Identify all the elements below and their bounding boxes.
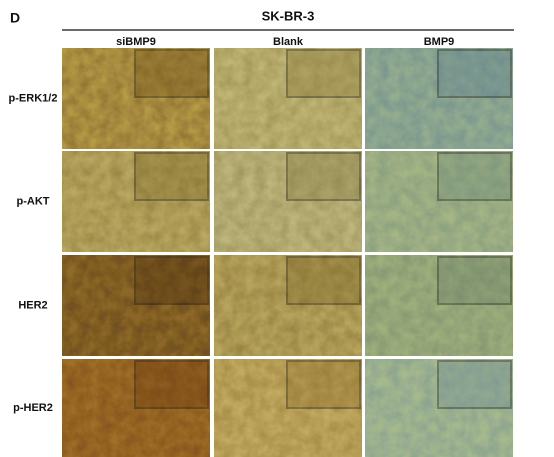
micrograph (365, 48, 513, 149)
micrograph-texture (214, 151, 362, 252)
column-label: Blank (273, 36, 304, 48)
inset (134, 152, 209, 201)
row-label: p-HER2 (13, 402, 53, 414)
micrograph-texture (62, 255, 210, 356)
micrograph-texture (62, 359, 210, 457)
inset (286, 360, 361, 409)
micrograph-texture (214, 48, 362, 149)
inset (286, 49, 361, 98)
panel-label: D (10, 10, 20, 26)
inset (286, 256, 361, 305)
row-label: HER2 (18, 299, 47, 311)
inset (134, 49, 209, 98)
micrograph-texture (214, 359, 362, 457)
micrograph (365, 151, 513, 252)
inset (134, 360, 209, 409)
row-label: p-AKT (17, 195, 50, 207)
micrograph (62, 359, 210, 457)
micrograph (62, 48, 210, 149)
column-label: siBMP9 (116, 36, 156, 48)
inset (437, 49, 512, 98)
micrograph-texture (365, 48, 513, 149)
micrograph-texture (365, 359, 513, 457)
micrograph-texture (365, 151, 513, 252)
micrograph-texture (365, 255, 513, 356)
micrograph (62, 255, 210, 356)
micrograph (214, 255, 362, 356)
micrograph (62, 151, 210, 252)
micrograph-texture (62, 151, 210, 252)
micrograph (214, 359, 362, 457)
micrograph-texture (214, 255, 362, 356)
inset (134, 256, 209, 305)
inset (286, 152, 361, 201)
header-title: SK-BR-3 (262, 8, 315, 23)
micrograph-texture (62, 48, 210, 149)
column-label: BMP9 (424, 36, 455, 48)
micrograph (365, 255, 513, 356)
inset (437, 360, 512, 409)
inset (437, 256, 512, 305)
micrograph (365, 359, 513, 457)
inset (437, 152, 512, 201)
micrograph (214, 48, 362, 149)
micrograph (214, 151, 362, 252)
row-label: p-ERK1/2 (9, 92, 58, 104)
